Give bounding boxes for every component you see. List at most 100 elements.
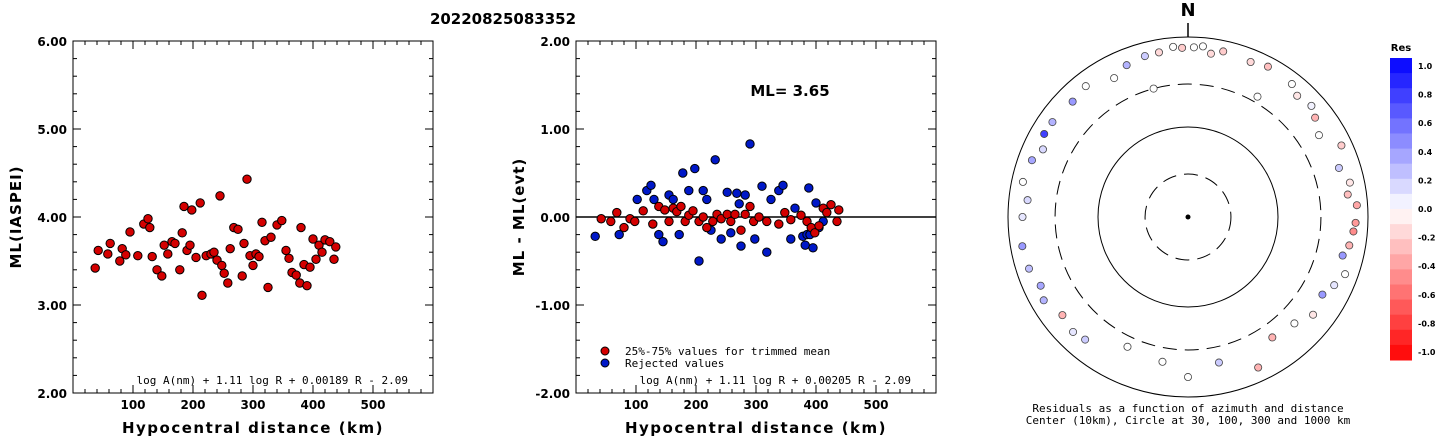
colorbar-segment [1390,329,1412,346]
residual-point [1287,80,1296,89]
colorbar-segment [1390,178,1412,195]
residual-point [1214,358,1223,367]
residual-point [1318,290,1327,299]
residual-point [1345,241,1354,250]
y-tick-label: 3.00 [37,299,67,313]
residual-point [1149,84,1158,93]
data-point [730,209,740,220]
residual-point [1122,61,1131,70]
data-point [223,278,233,288]
residual-point [1309,310,1318,319]
data-point [219,268,229,279]
data-point [590,231,600,242]
data-point [804,183,814,193]
data-point [832,216,842,227]
data-point [702,222,712,233]
chart-ml-residual: 100 200 300 400 500 -2.00 -1.00 0.00 1.00 2.00 Hyp… [510,35,937,437]
data-point [157,271,167,281]
residual-point [1081,335,1090,344]
residual-point [1345,178,1354,187]
data-point [225,243,235,254]
x-tick-label: 500 [360,398,385,412]
data-point [185,240,195,250]
data-point [329,254,339,264]
data-point [242,174,252,184]
data-point [619,222,629,233]
x-tick-label: 100 [623,398,648,412]
data-point [296,222,306,233]
data-point [612,207,622,218]
data-point [93,245,103,256]
data-point [237,271,247,281]
colorbar-tick-label: 0.8 [1418,91,1433,100]
residual-point [1038,145,1047,154]
colorbar-segment [1390,314,1412,331]
residual-point [1253,92,1262,101]
data-point [317,247,327,257]
colorbar-segment [1390,88,1412,104]
residual-point [1219,47,1228,56]
colorbar-segment [1390,58,1412,74]
data-point [716,234,726,244]
y-axis-label: ML(IASPEI) [7,165,25,268]
data-point [191,252,201,263]
residual-point [1123,342,1132,351]
data-point [811,198,821,208]
data-point [163,249,173,259]
data-point [596,214,606,224]
data-point [826,199,836,210]
chart-ml-iaspei: 100 200 300 400 500 2.00 3.00 4.00 5.00 6.00 Hypoc… [7,35,434,437]
x-tick-label: 400 [803,398,828,412]
data-point [606,216,616,227]
data-point [187,205,197,215]
data-point [786,234,796,244]
residual-point [1036,281,1045,290]
caption-line-2: Center (10km), Circle at 30, 100, 300 an… [1026,414,1351,427]
y-axis-label: ML - ML(evt) [510,158,528,276]
data-point [834,205,844,215]
residual-point [1263,62,1272,71]
residual-point [1330,281,1339,290]
residual-point [1290,319,1299,328]
figure-title: 20220825083352 [430,10,576,28]
residual-point [1254,363,1263,372]
data-point [660,205,670,215]
data-point [233,224,243,235]
residual-point [1343,190,1352,199]
data-point [121,250,131,260]
data-point [308,234,318,244]
data-point [734,199,744,209]
data-point [810,228,820,238]
chart-azimuth-residuals: N Residuals as a function of azimuth and … [1007,0,1436,427]
data-point [302,280,312,291]
data-point [145,222,155,233]
range-circle [1007,36,1369,398]
formula-label: log A(nm) + 1.11 log R + 0.00205 R - 2.0… [639,374,911,387]
residual-point [1023,196,1032,205]
data-point [750,234,760,244]
y-tick-label: 0.00 [540,211,570,225]
data-point [331,242,341,252]
colorbar-tick-label: -0.4 [1418,262,1436,271]
residual-point [1314,131,1323,140]
y-tick-label: 5.00 [37,123,67,137]
data-point [217,260,227,271]
data-point [90,263,100,273]
data-point [159,240,169,250]
data-point [175,265,185,275]
data-point [248,260,258,271]
data-point [103,249,113,259]
y-tick-label: 6.00 [37,35,67,49]
residual-point [1338,251,1347,260]
plot-frame [72,40,434,394]
data-point [152,265,162,275]
residual-point [1018,212,1027,221]
data-point [646,180,656,191]
data-point [658,236,668,247]
data-point [690,163,700,174]
colorbar-tick-label: 0.6 [1418,119,1433,128]
data-point [800,240,810,250]
data-point [125,227,135,237]
data-point [291,270,301,280]
residual-point [1349,227,1358,236]
